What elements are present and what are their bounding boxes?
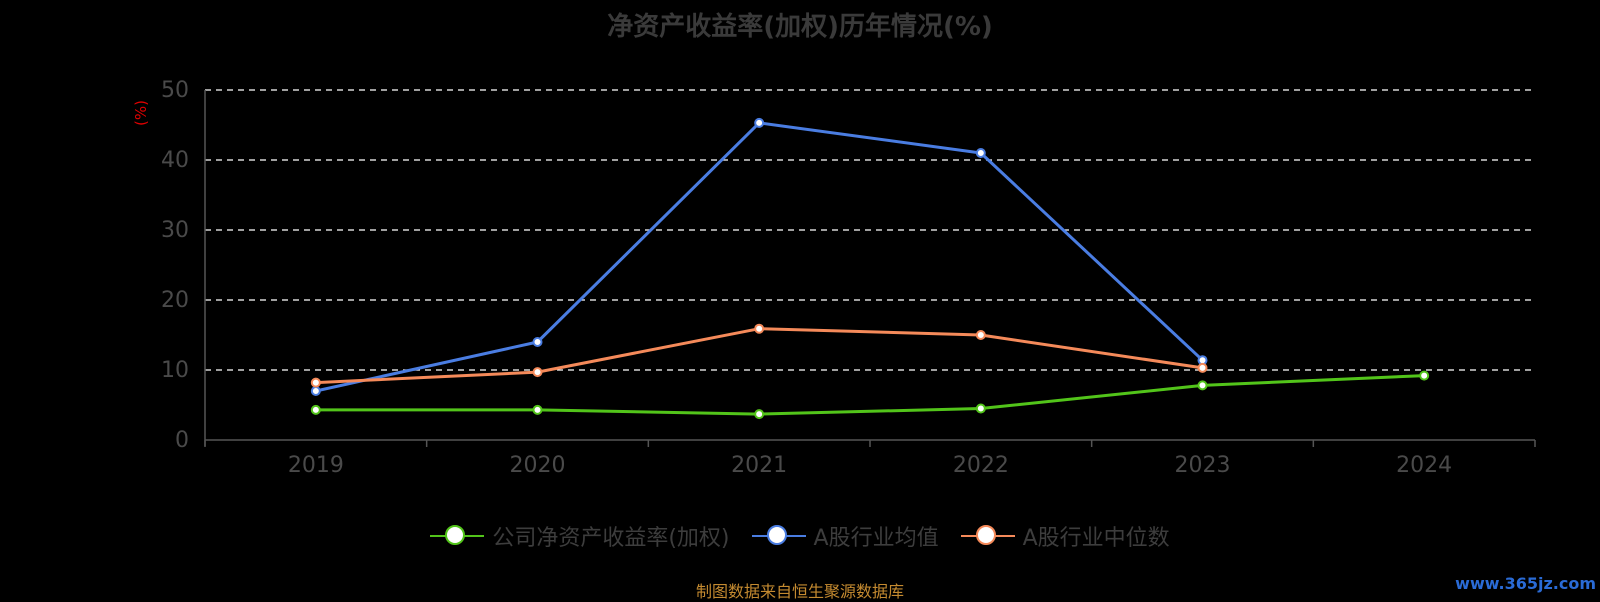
data-point [754,117,765,128]
data-point [310,377,321,388]
y-tick-label: 40 [161,148,189,173]
data-source-note: 制图数据来自恒生聚源数据库 [695,582,904,601]
x-tick-label: 2022 [953,453,1009,478]
legend-item-company-roe[interactable]: 公司净资产收益率(加权) [430,520,730,552]
data-point [532,367,543,378]
data-point [1419,370,1430,381]
legend-swatch-icon [960,524,1015,548]
data-point [975,330,986,340]
data-point [532,337,543,347]
x-tick-label: 2023 [1175,453,1231,478]
series-line-2 [315,327,1203,385]
y-tick-label: 50 [161,78,189,103]
legend-item-industry-median[interactable]: A股行业中位数 [960,520,1170,552]
series-line-0 [315,374,1425,416]
watermark-link[interactable]: www.365jz.com [1455,574,1596,593]
x-tick-label: 2021 [731,453,787,478]
y-tick-label: 30 [161,218,189,243]
legend-label: 公司净资产收益率(加权) [492,526,730,551]
legend-item-industry-mean[interactable]: A股行业均值 [751,520,939,552]
legend-label: A股行业均值 [813,526,939,551]
legend-label: A股行业中位数 [1022,526,1170,551]
data-point [975,148,986,158]
chart-title: 净资产收益率(加权)历年情况(%) [607,12,993,42]
series-line-1 [315,121,1204,393]
y-tick-label: 10 [161,358,189,383]
data-point [310,386,321,396]
chart-legend: 公司净资产收益率(加权) A股行业均值 A股行业中位数 [0,520,1600,552]
data-point [754,409,765,420]
y-tick-label: 0 [175,428,189,453]
data-point [754,323,765,334]
data-point [532,404,543,415]
x-tick-label: 2024 [1396,453,1452,478]
x-tick-label: 2019 [288,453,344,478]
x-tick-label: 2020 [510,453,566,478]
data-point [310,404,321,415]
legend-swatch-icon [430,524,485,548]
data-point [1197,380,1208,391]
y-axis-unit-label: (%) [132,100,150,126]
y-tick-label: 20 [161,288,189,313]
legend-swatch-icon [751,524,806,548]
data-point [1197,362,1208,373]
data-point [975,403,986,414]
